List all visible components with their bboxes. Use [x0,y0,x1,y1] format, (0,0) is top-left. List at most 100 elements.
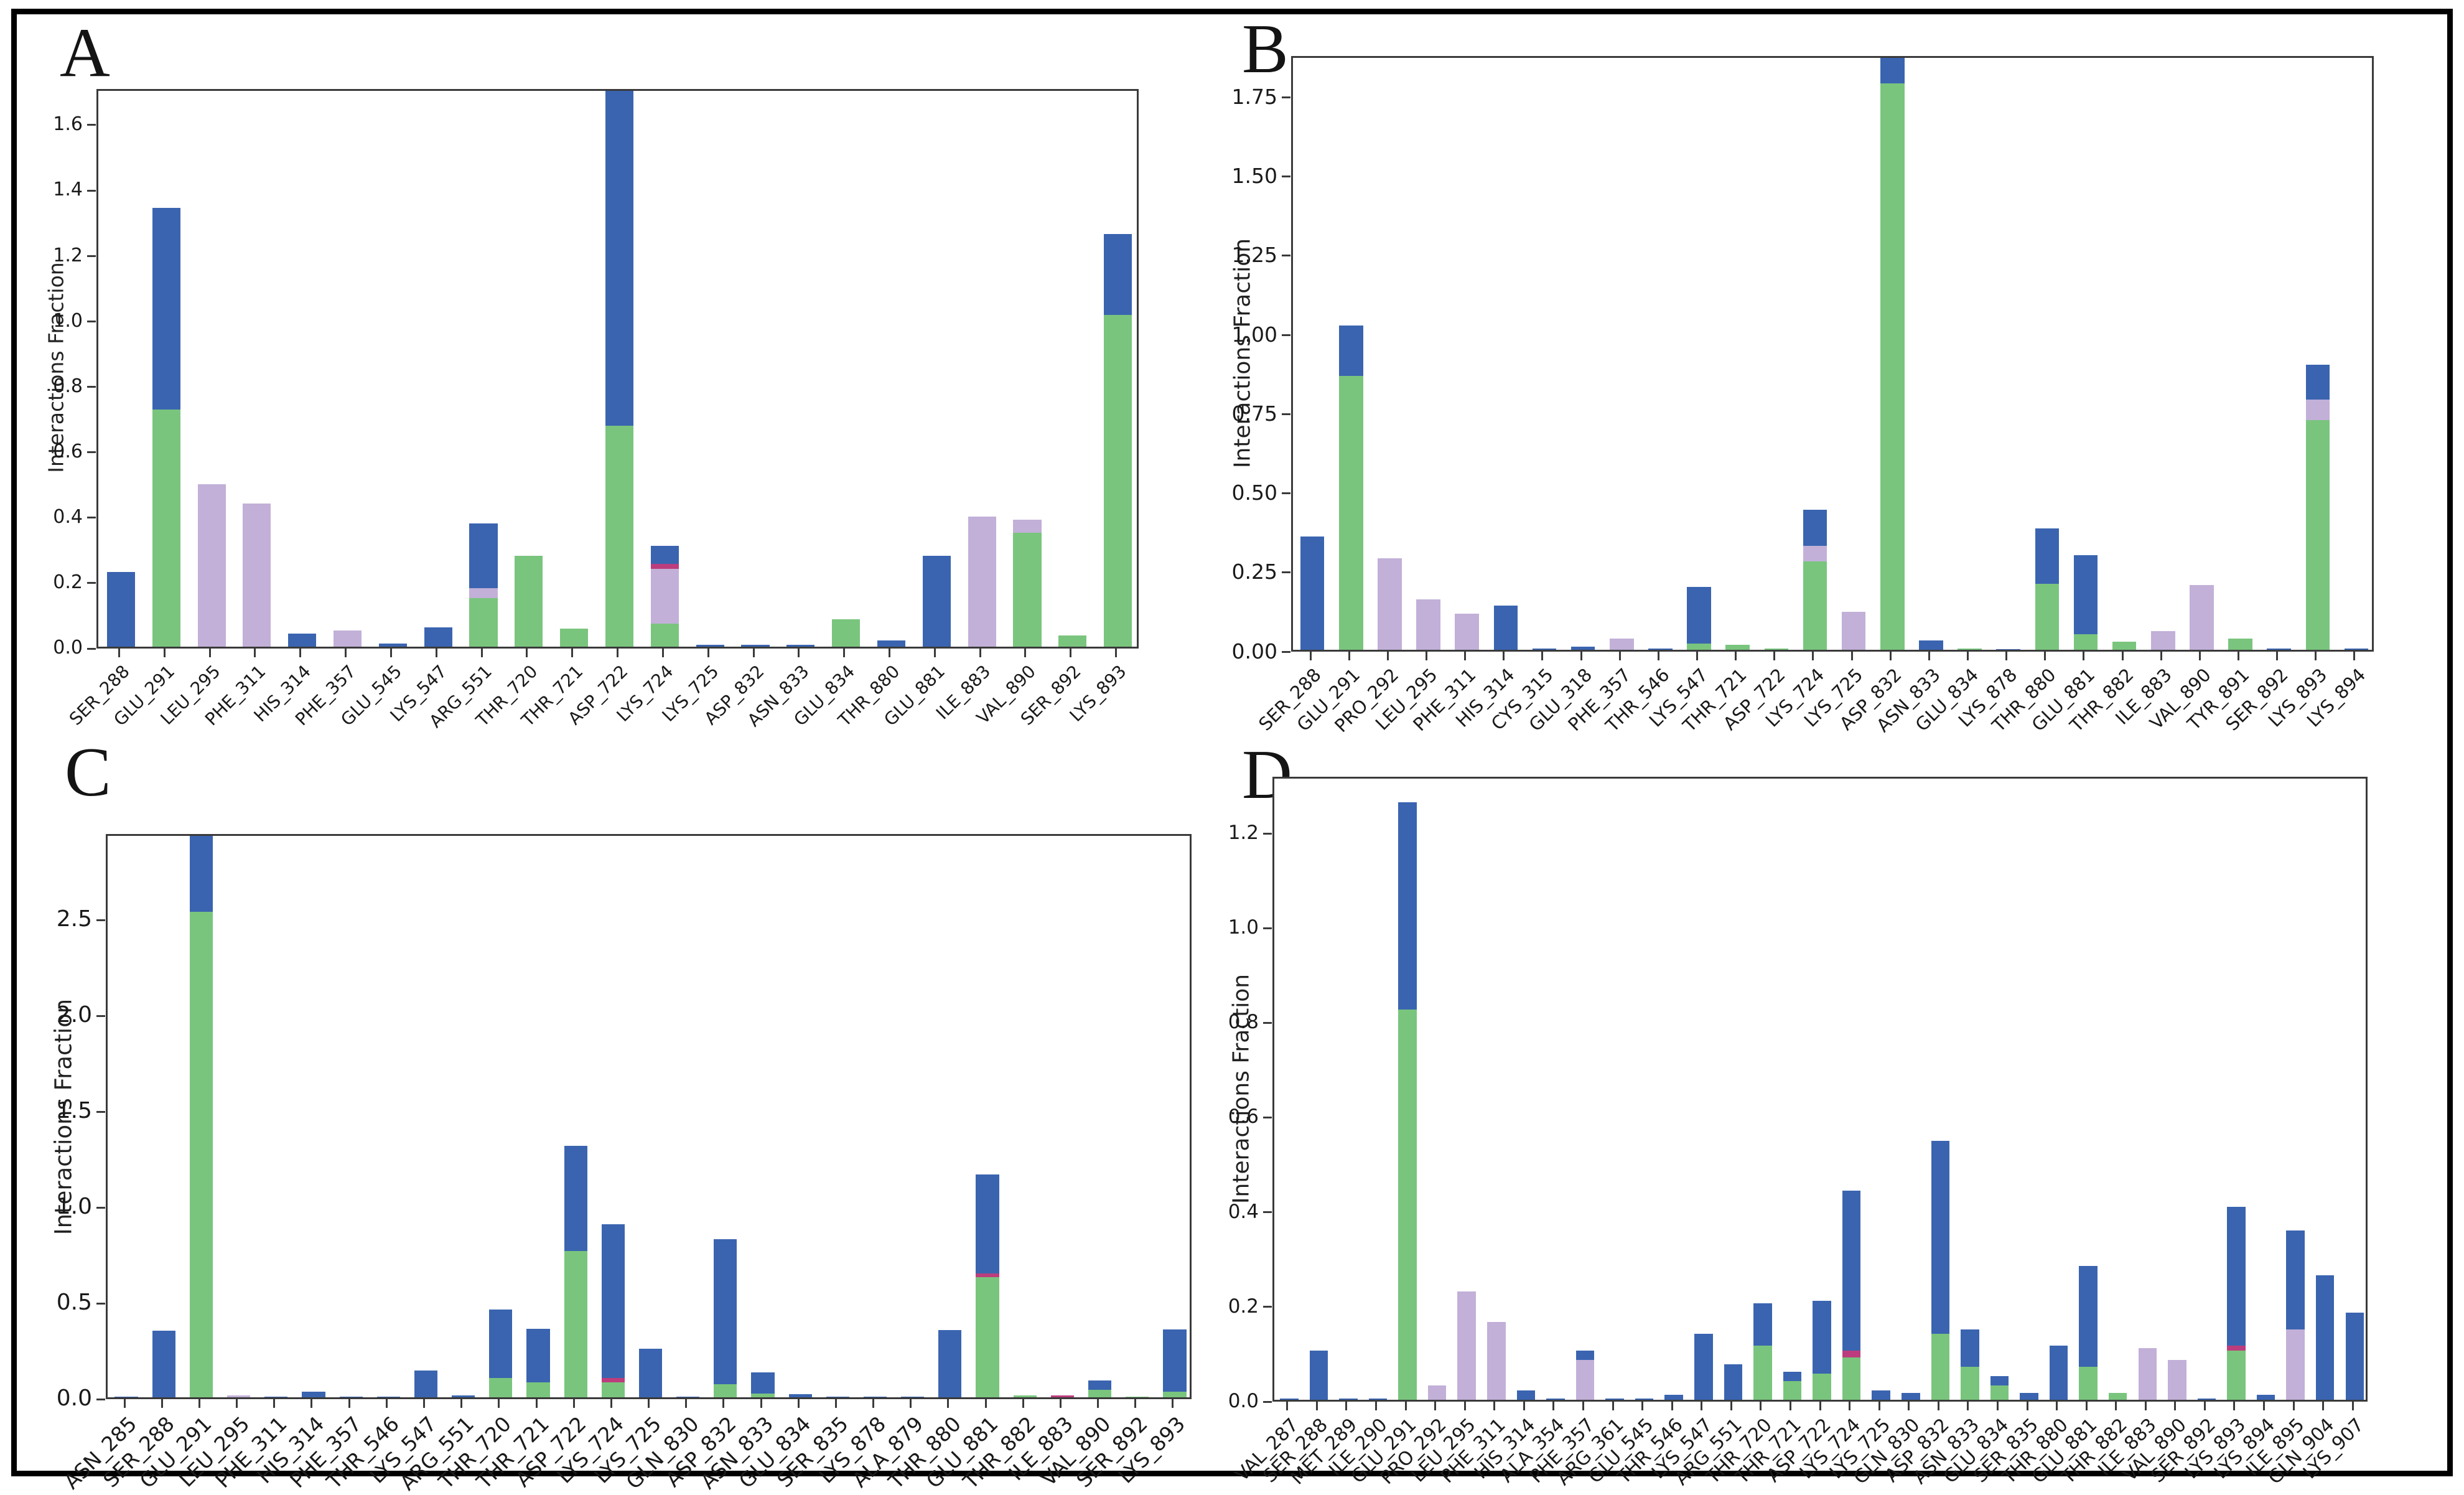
bar-segment-green [714,1384,737,1397]
bar-segment-blue [922,555,951,647]
bar-segment-blue [1961,1329,1979,1367]
bar-segment-pink [976,1273,999,1278]
x-tick-mark [198,1399,200,1408]
x-tick-mark [760,1399,762,1408]
y-tick-label: 0.0 [53,637,83,659]
bar-segment-blue [1493,606,1518,650]
panel-letter-c: C [65,734,111,811]
bar-segment-blue [1300,536,1325,650]
bar-segment-blue [2227,1207,2246,1346]
x-tick-mark [1580,652,1582,660]
x-tick-mark [2198,652,2201,660]
x-tick-mark [208,649,211,657]
x-tick-mark [236,1399,238,1408]
bar-segment-blue [1931,1141,1949,1334]
x-tick-mark [390,649,392,657]
x-tick-mark [2276,652,2279,660]
bar-segment-pink [1050,1395,1074,1397]
x-tick-mark [1889,652,1892,660]
x-tick-mark [385,1399,388,1408]
bar-segment-green [515,555,543,647]
x-tick-mark [797,1399,800,1408]
bar-segment-purple [1803,546,1827,562]
x-tick-mark [648,1399,650,1408]
bar-segment-blue [1339,326,1363,376]
x-tick-mark [1172,1399,1174,1408]
y-tick-label: 0.8 [1228,1011,1259,1034]
y-tick-label: 1.6 [53,113,83,136]
x-tick-mark [2233,1402,2236,1410]
y-tick-label: 1.2 [1228,822,1259,845]
x-tick-mark [707,649,709,657]
bar-segment-blue [751,1372,775,1394]
y-tick-mark [1282,650,1290,653]
x-tick-mark [1996,1402,1999,1410]
x-tick-mark [1463,1402,1466,1410]
bar-segment-blue [2073,555,2098,634]
bar-segment-blue [1753,1303,1772,1346]
x-tick-mark [1024,649,1027,657]
bar-segment-blue [1398,802,1417,1010]
x-tick-mark [2160,652,2162,660]
bar-segment-blue [1996,649,2020,650]
bar-segment-blue [189,836,213,912]
x-tick-mark [933,649,936,657]
panel-d-plot-area [1272,777,2368,1402]
bar-segment-green [751,1393,775,1397]
x-tick-mark [2144,1402,2147,1410]
bar-segment-blue [714,1239,737,1384]
y-tick-mark [96,1110,105,1113]
x-tick-mark [1819,1402,1821,1410]
bar-segment-pink [650,563,679,569]
x-tick-mark [2174,1402,2177,1410]
bar-segment-blue [2035,528,2059,584]
bar-segment-purple [650,568,679,624]
bar-segment-purple [1487,1322,1506,1400]
x-tick-mark [1115,649,1118,657]
x-tick-mark [979,649,981,657]
bar-segment-blue [1694,1334,1713,1400]
y-tick-label: 1.5 [56,1098,92,1123]
x-tick-mark [1850,652,1853,660]
bar-segment-blue [106,571,135,647]
bar-segment-blue [2079,1265,2098,1367]
y-tick-mark [96,1398,105,1400]
bar-segment-green [1687,643,1711,650]
bar-segment-green [1013,533,1042,647]
bar-segment-pink [601,1378,625,1382]
bar-segment-blue [2286,1230,2305,1329]
x-tick-mark [1937,1402,1939,1410]
x-tick-mark [1097,1399,1099,1408]
x-tick-mark [1696,652,1698,660]
y-tick-label: 0.25 [1231,560,1277,584]
x-tick-mark [348,1399,350,1408]
bar-segment-purple [2190,585,2214,650]
bar-segment-blue [2305,365,2330,400]
bar-segment-blue [650,546,679,564]
y-tick-mark [87,647,96,650]
y-tick-label: 0.8 [53,375,83,397]
bar-segment-blue [1880,58,1905,83]
y-axis-title-a: Interactions Fraction [44,262,68,473]
bar-segment-blue [1532,648,1557,650]
bar-segment-blue [2345,1313,2364,1400]
bar-segment-blue [2197,1398,2216,1400]
bar-segment-blue [1872,1390,1890,1400]
x-tick-mark [1309,652,1312,660]
panel-a-plot-area [96,89,1139,649]
bar-segment-blue [2267,648,2291,650]
bar-segment-blue [1803,509,1827,546]
bar-segment-purple [1378,558,1402,650]
bar-segment-blue [1990,1376,2009,1386]
bar-segment-purple [243,504,271,647]
bar-segment-blue [1605,1398,1624,1400]
x-tick-mark [273,1399,276,1408]
x-tick-mark [1582,1402,1584,1410]
x-tick-mark [2203,1402,2206,1410]
y-tick-label: 1.2 [53,244,83,266]
x-tick-mark [1059,1399,1062,1408]
bar-segment-green [1842,1357,1861,1400]
bar-segment-green [2227,1350,2246,1400]
bar-segment-blue [288,634,317,647]
x-tick-mark [889,649,890,657]
